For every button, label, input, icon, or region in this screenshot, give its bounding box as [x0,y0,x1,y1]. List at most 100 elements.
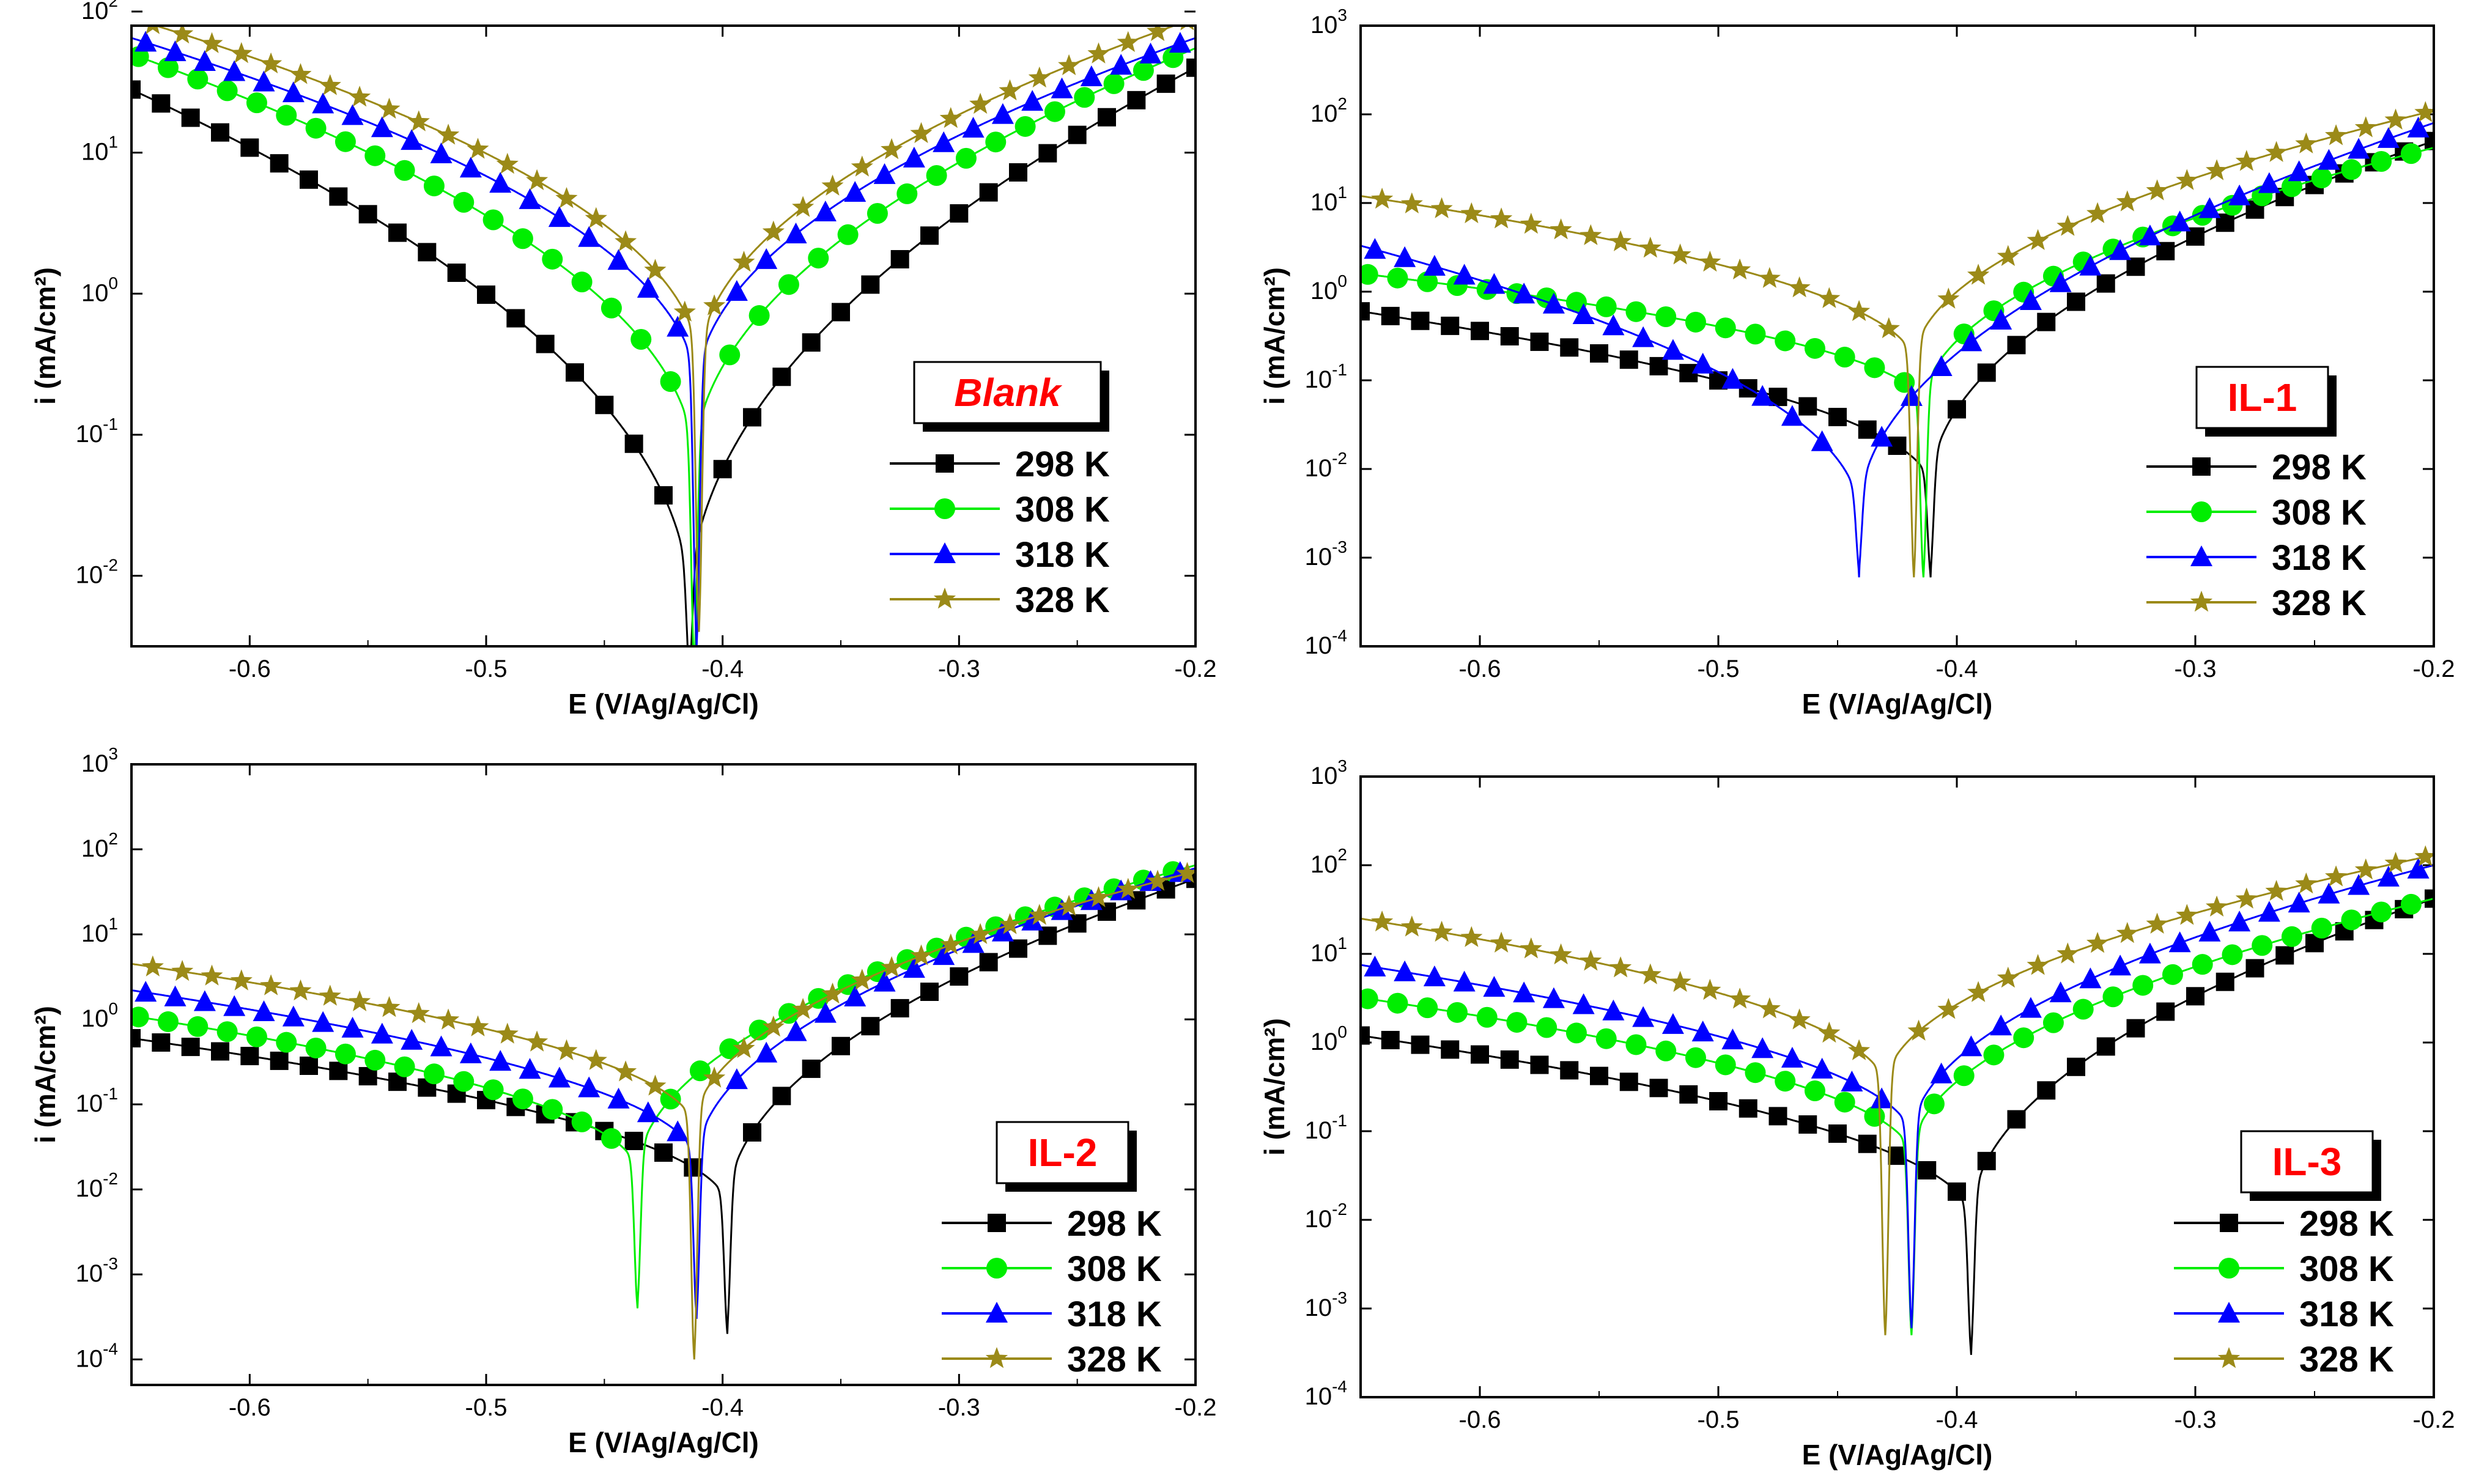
data-point-328k [2265,141,2288,162]
data-point-308k [482,1079,504,1101]
x-tick-label: -0.4 [701,1394,744,1421]
legend: 298 K 308 K 318 K 328 K [890,445,1110,620]
data-point-298k [1858,1134,1877,1153]
data-point-308k [1983,1044,2005,1066]
data-point-308k [1361,988,1378,1010]
panel-blank: -0.6 -0.5 -0.4 -0.3 -0.2 10-2 10-1 100 101 102 E (… [29,0,1216,720]
data-point-298k [1977,363,1996,382]
data-point-308k [896,183,918,204]
data-point-308k [2341,159,2362,180]
data-point-308k [601,297,622,319]
data-point-308k [246,1026,267,1047]
data-point-328k [910,944,933,965]
data-point-318k [459,1042,482,1063]
data-point-328k [349,990,371,1011]
data-point-298k [2245,959,2264,978]
data-point-318k [1811,430,1833,451]
data-point-308k [571,1111,593,1132]
data-point-308k [1685,1047,1706,1068]
data-point-308k [571,271,593,293]
data-point-318k [844,181,867,202]
data-point-328k [349,86,371,107]
data-point-308k [2013,1027,2034,1049]
panel-badge-label: IL-1 [2228,375,2297,419]
data-point-318k [1661,1013,1684,1034]
data-point-298k [240,1047,259,1066]
data-point-318k [430,142,453,164]
data-point-308k [2162,964,2183,985]
data-point-328k [1937,287,1960,309]
data-point-298k [1530,332,1549,351]
data-point-318k [1751,1037,1774,1058]
data-point-298k [1918,1161,1937,1179]
legend-marker [2220,1214,2238,1232]
data-point-308k [453,191,475,213]
data-point-318k [785,223,807,244]
data-point-298k [300,170,318,189]
data-point-308k [2371,151,2392,172]
legend-label: 308 K [1015,490,1110,530]
x-tick-label: -0.5 [465,655,508,682]
data-point-328k [1609,956,1632,978]
data-point-298k [1361,302,1370,321]
data-point-318k [1139,42,1162,64]
data-point-308k [1655,1040,1677,1061]
data-point-298k [329,1061,348,1080]
data-point-318k [2049,271,2072,292]
x-axis-title: E (V/Ag/Ag/Cl) [568,1427,759,1458]
data-point-328k [1877,317,1900,339]
data-point-298k [595,396,614,415]
data-point-298k [2425,889,2434,908]
y-axis-title: i (mA/cm²) [1258,1018,1290,1156]
y-tick-label: 102 [1310,94,1347,127]
data-point-328k [1117,31,1139,52]
data-point-298k [1471,1045,1489,1064]
x-tick-label: -0.5 [465,1394,508,1421]
data-point-308k [1536,1017,1558,1038]
x-tick-label: -0.2 [1175,655,1217,682]
data-point-298k [2215,972,2234,991]
data-point-298k [2067,1057,2085,1076]
data-point-328k [260,974,283,995]
data-point-318k [371,116,393,138]
data-point-318k [2138,224,2161,246]
data-point-318k [1632,326,1655,347]
y-tick-label: 102 [1310,845,1347,878]
legend-marker [2219,1258,2239,1279]
data-point-298k [270,1051,289,1070]
data-point-318k [2377,865,2400,887]
data-point-318k [962,932,985,953]
y-tick-label: 10-3 [1305,537,1347,570]
data-point-328k [1758,267,1781,288]
data-point-298k [713,460,732,479]
legend-label: 298 K [2299,1204,2394,1244]
data-point-328k [673,300,696,322]
curves-group [1361,845,2434,1355]
data-point-328k [1997,245,2019,266]
data-point-308k [2400,143,2422,164]
data-point-328k [555,1039,578,1060]
data-point-298k [211,123,229,142]
data-point-328k [999,79,1021,101]
data-point-328k [407,1002,430,1024]
legend-marker [986,1258,1007,1279]
data-point-328k [1520,212,1542,234]
data-point-318k [755,1041,778,1063]
legend-marker [2190,545,2212,566]
data-point-328k [141,955,164,976]
data-point-298k [624,1131,643,1150]
data-point-328k [2086,202,2109,223]
data-point-318k [933,131,955,152]
data-point-298k [624,434,643,453]
x-axis-title: E (V/Ag/Ag/Cl) [568,688,759,720]
data-point-328k [1788,276,1811,298]
x-tick-label: -0.3 [938,1394,980,1421]
data-point-308k [1715,317,1736,339]
data-point-298k [2037,312,2056,331]
panel-il-2: -0.6 -0.5 -0.4 -0.3 -0.2 10-4 10-3 10-2 10-1 100 1… [29,744,1216,1458]
data-point-298k [358,205,377,224]
data-point-328k [260,52,283,73]
data-point-298k [270,154,289,173]
data-point-328k [1907,1019,1930,1041]
data-point-318k [1513,981,1535,1003]
